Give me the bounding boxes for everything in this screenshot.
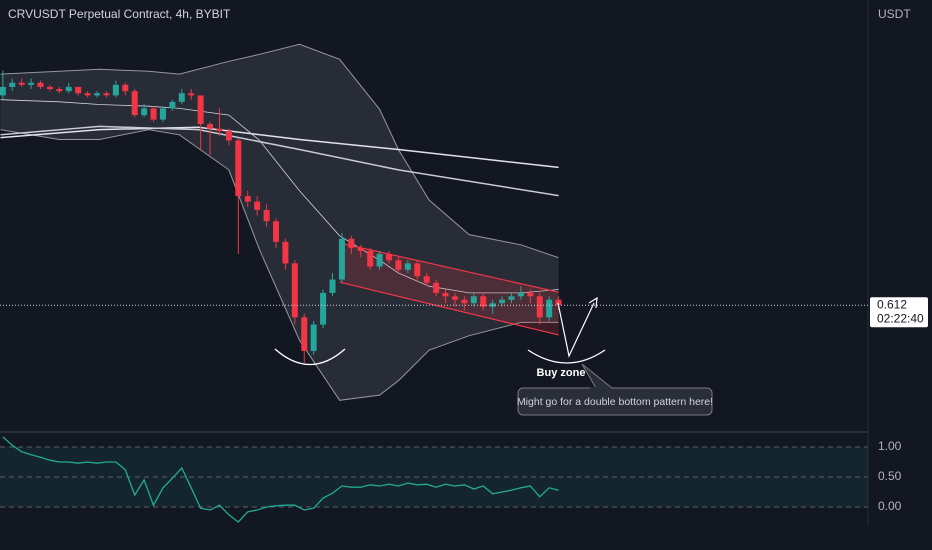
- candle-body: [536, 296, 543, 318]
- moving-average: [0, 126, 559, 169]
- candle-body: [225, 131, 232, 141]
- plot-layer: [0, 43, 868, 523]
- channel-lower: [339, 281, 559, 336]
- candle-body: [461, 299, 468, 304]
- candle-body: [56, 89, 63, 92]
- candle-body: [301, 317, 308, 351]
- candle-body: [470, 296, 477, 304]
- candle-body: [37, 82, 44, 87]
- candle-body: [386, 254, 393, 261]
- candle-body: [216, 128, 223, 132]
- candle-body: [310, 324, 317, 351]
- candle-body: [451, 296, 458, 300]
- candle-body: [18, 82, 25, 85]
- candle-body: [188, 93, 195, 96]
- channel-upper: [339, 242, 559, 293]
- candle-body: [244, 196, 251, 202]
- candle-body: [178, 93, 185, 102]
- candle-body: [75, 86, 82, 94]
- candle-body: [348, 238, 355, 248]
- candle-body: [395, 260, 402, 270]
- candle-body: [367, 250, 374, 267]
- candle-body: [0, 86, 6, 96]
- candle-body: [433, 282, 440, 293]
- channel-fill: [339, 243, 559, 335]
- candle-body: [329, 279, 336, 293]
- bottom-arc: [527, 349, 606, 364]
- candle-body: [338, 238, 345, 280]
- candle-body: [207, 124, 214, 129]
- candle-body: [480, 296, 487, 307]
- candle-body: [442, 292, 449, 297]
- y-tick-label: 0.00: [878, 499, 902, 513]
- candle-body: [9, 82, 16, 87]
- bottom-arc: [274, 348, 346, 366]
- candle-body: [357, 247, 364, 251]
- candle-body: [103, 93, 110, 96]
- candle-body: [517, 292, 524, 297]
- candle-body: [84, 93, 91, 96]
- last-price-label: 0.612: [877, 297, 907, 311]
- candle-body: [159, 108, 166, 120]
- candle-body: [423, 276, 430, 283]
- buy-zone-label: Buy zone: [537, 367, 586, 379]
- callout-join: [590, 387, 611, 390]
- candle-body: [46, 86, 53, 90]
- candle-body: [376, 254, 383, 267]
- candle-body: [141, 108, 148, 116]
- countdown-label: 02:22:40: [877, 311, 924, 325]
- band-upper: [0, 43, 559, 259]
- y-tick-label: 1.00: [878, 439, 902, 453]
- band-fill: [0, 44, 559, 401]
- candle-body: [272, 221, 279, 242]
- candle-body: [527, 292, 534, 297]
- currency-label: USDT: [878, 7, 911, 21]
- candle-body: [320, 292, 327, 325]
- candle-body: [28, 82, 35, 85]
- candle-body: [508, 296, 515, 300]
- y-tick-label: 0.50: [878, 469, 902, 483]
- candle-body: [414, 263, 421, 277]
- candle-body: [112, 84, 119, 96]
- candle-body: [263, 209, 270, 222]
- candle-body: [94, 93, 101, 96]
- band-lower: [0, 129, 559, 401]
- candle-body: [254, 201, 261, 210]
- callout-text: Might go for a double bottom pattern her…: [517, 396, 713, 408]
- candle-body: [546, 299, 553, 318]
- chart-title: CRVUSDT Perpetual Contract, 4h, BYBIT: [8, 7, 231, 21]
- moving-average: [0, 125, 559, 197]
- candle-body: [235, 140, 242, 197]
- candle-body: [499, 299, 506, 304]
- price-label-box: [870, 297, 928, 328]
- candle-body: [169, 101, 176, 109]
- candle-body: [404, 263, 411, 270]
- callout-box: [517, 387, 713, 416]
- candle-body: [291, 263, 298, 318]
- projection-arrow: [557, 296, 598, 358]
- candle-body: [131, 91, 138, 116]
- oscillator-line: [2, 436, 559, 523]
- candle-body: [65, 86, 72, 92]
- candle-body: [555, 299, 562, 306]
- band-middle: [0, 99, 559, 294]
- candle-body: [150, 108, 157, 120]
- candle-body: [197, 95, 204, 125]
- candle-body: [282, 241, 289, 264]
- candle-body: [122, 84, 129, 92]
